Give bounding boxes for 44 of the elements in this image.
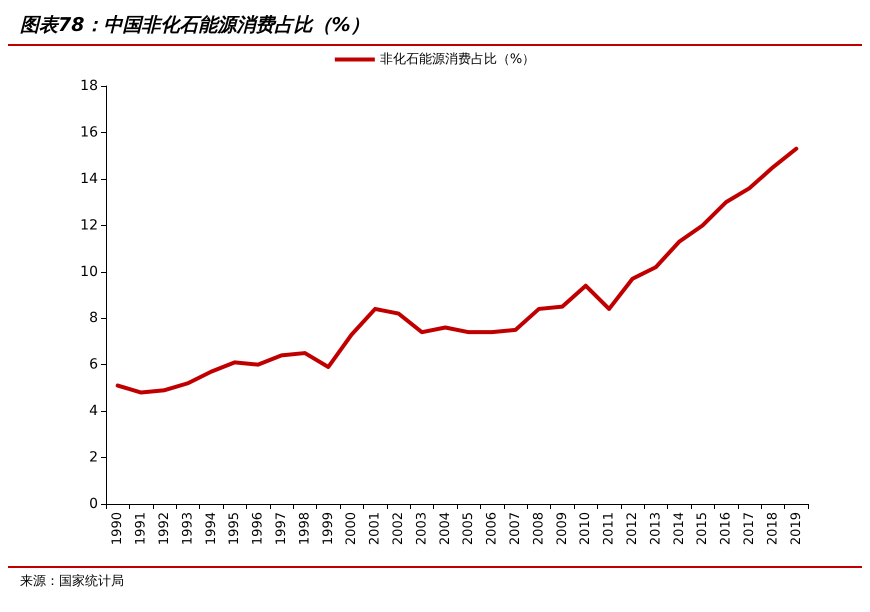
y-tick-label: 6 [89, 356, 98, 373]
x-tick-label: 1991 [134, 512, 149, 546]
y-tick-label: 18 [80, 78, 98, 94]
x-tick-label: 2017 [742, 512, 757, 546]
x-tick-label: 2003 [414, 512, 430, 546]
x-tick-label: 1993 [180, 512, 196, 546]
x-tick-label: 1996 [250, 512, 266, 546]
y-tick-label: 10 [80, 264, 98, 280]
x-tick-label: 2018 [765, 512, 780, 546]
x-tick-label: 2008 [531, 512, 546, 546]
x-tick-label: 2005 [461, 512, 476, 546]
x-tick-label: 2016 [718, 512, 734, 546]
x-tick-label: 2006 [484, 512, 500, 546]
x-tick-label: 2004 [438, 512, 453, 546]
source-note: 来源：国家统计局 [20, 573, 125, 590]
x-tick-label: 2013 [648, 512, 664, 546]
line-series [116, 146, 798, 395]
x-tick-label: 1997 [274, 512, 289, 546]
x-tick-label: 1999 [320, 512, 336, 546]
x-tick-label: 2010 [578, 512, 594, 546]
y-tick-label: 8 [89, 310, 98, 326]
x-tick-label: 1995 [227, 512, 242, 546]
x-tick-label: 2001 [368, 512, 383, 546]
x-tick-label: 2019 [788, 512, 804, 546]
x-tick-label: 2000 [344, 512, 360, 546]
x-tick-label: 2014 [672, 512, 687, 546]
y-tick-label: 12 [80, 217, 98, 234]
x-tick-label: 1994 [204, 512, 219, 546]
x-tick-label: 1992 [157, 512, 172, 546]
x-tick-label: 2009 [554, 512, 570, 546]
legend-label: 非化石能源消费占比（%） [380, 52, 536, 67]
x-tick-label: 2007 [508, 512, 523, 546]
y-tick-label: 2 [89, 450, 98, 466]
x-tick-label: 2012 [625, 512, 640, 546]
x-tick-label: 2011 [602, 512, 617, 546]
y-tick-label: 0 [89, 496, 98, 512]
y-tick-label: 16 [80, 124, 98, 140]
x-tick-label: 2002 [391, 512, 406, 546]
y-tick-label: 4 [89, 403, 98, 420]
y-tick-label: 14 [80, 170, 98, 187]
x-tick-label: 1998 [297, 512, 312, 546]
x-tick-label: 2015 [695, 512, 710, 546]
chart-title: 图表78：中国非化石能源消费占比（%） [8, 8, 862, 46]
x-tick-label: 1990 [110, 512, 126, 546]
